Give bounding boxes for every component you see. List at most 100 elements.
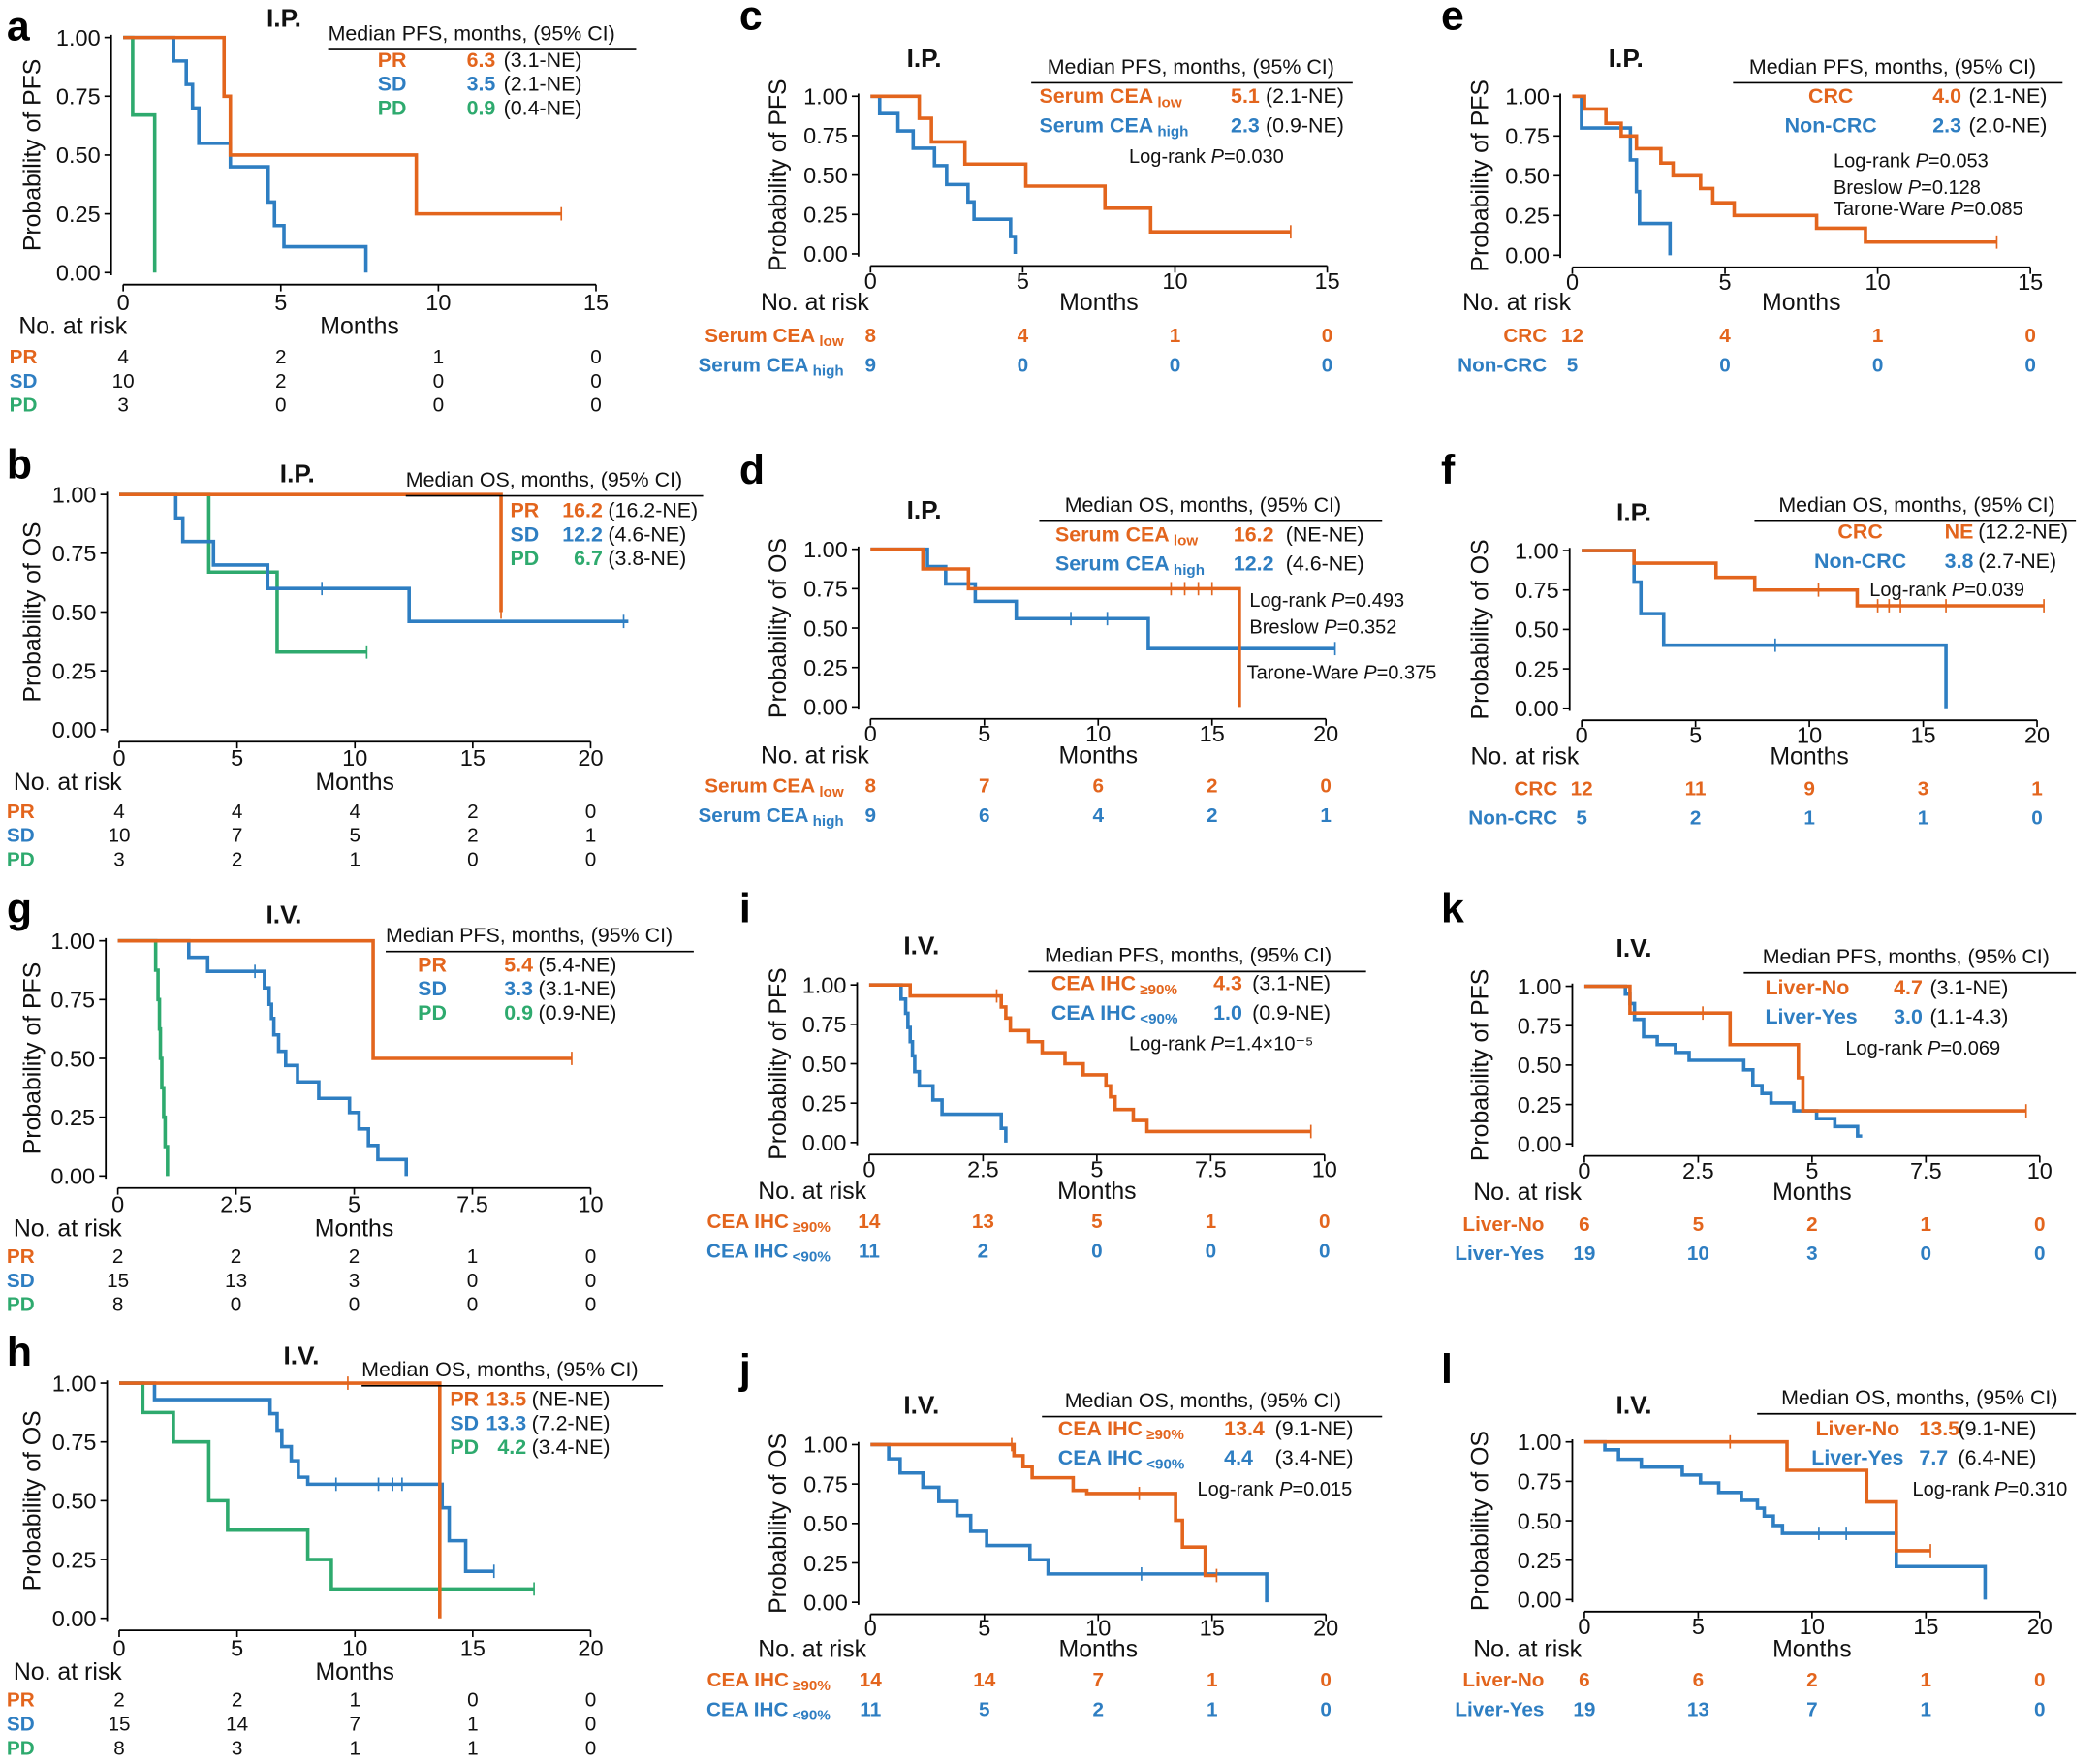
risk-count: 2 xyxy=(231,1245,242,1268)
risk-count: 0 xyxy=(585,1270,597,1292)
legend-median: 4.3 xyxy=(1213,972,1242,995)
legend-ci: (1.1-4.3) xyxy=(1929,1005,2008,1028)
p-value: Breslow P=0.128 xyxy=(1834,177,1981,199)
legend-median: 16.2 xyxy=(562,499,603,522)
legend-median: 4.2 xyxy=(497,1435,526,1459)
p-value: Log-rank P=1.4×10⁻⁵ xyxy=(1129,1034,1313,1055)
panel-title: I.V. xyxy=(1616,1391,1652,1420)
x-axis-label: Months xyxy=(315,1659,394,1685)
risk-group-label: Serum CEA low xyxy=(705,325,844,350)
y-tick-label: 1.00 xyxy=(50,929,95,954)
risk-count: 10 xyxy=(112,370,135,393)
legend-median: 13.4 xyxy=(1224,1417,1265,1440)
risk-group-label: SD xyxy=(7,1714,35,1736)
risk-count: 1 xyxy=(467,1737,479,1759)
risk-count: 0 xyxy=(1320,775,1332,798)
x-tick-label: 10 xyxy=(342,745,367,771)
risk-count: 0 xyxy=(590,346,602,368)
x-tick-label: 10 xyxy=(1312,1157,1337,1182)
x-tick-label: 5 xyxy=(231,745,243,771)
legend-ci: (9.1-NE) xyxy=(1275,1417,1354,1440)
legend-ci: (4.6-NE) xyxy=(608,522,686,546)
legend-ci: (6.4-NE) xyxy=(1959,1446,2037,1469)
legend-group-name: PD xyxy=(418,1001,447,1024)
y-tick-label: 0.25 xyxy=(1505,204,1550,229)
x-tick-label: 5 xyxy=(1692,1614,1705,1639)
risk-count: 2 xyxy=(1207,775,1218,798)
p-value: Log-rank P=0.039 xyxy=(1869,580,2024,601)
risk-count: 14 xyxy=(226,1714,248,1736)
y-tick-label: 0.25 xyxy=(802,1090,847,1116)
risk-table-title: No. at risk xyxy=(1473,1180,1582,1206)
risk-count: 12 xyxy=(1571,777,1593,800)
y-tick-label: 0.75 xyxy=(52,1430,97,1455)
y-tick-label: 0.25 xyxy=(56,202,101,227)
legend-group-name: Liver-No xyxy=(1765,976,1849,999)
panel-title: I.P. xyxy=(907,495,942,524)
km-curve-cea-ihc xyxy=(870,1442,1217,1578)
legend-median: 6.3 xyxy=(467,48,496,72)
risk-count: 6 xyxy=(979,804,990,827)
x-tick-label: 2.5 xyxy=(967,1157,999,1182)
y-tick-label: 0.00 xyxy=(56,261,101,286)
y-axis-label: Probability of OS xyxy=(766,1433,792,1614)
y-tick-label: 0.00 xyxy=(52,717,97,742)
km-curve-serum-cea xyxy=(870,94,1291,234)
risk-group-label: Serum CEA high xyxy=(699,354,844,379)
y-tick-label: 0.25 xyxy=(803,655,848,680)
legend-ci: (3.4-NE) xyxy=(1275,1446,1354,1469)
risk-count: 1 xyxy=(1921,1669,1932,1691)
panel-letter: f xyxy=(1441,447,1456,493)
legend-group-subscript: low xyxy=(1174,533,1199,550)
risk-count: 0 xyxy=(433,370,445,393)
risk-count: 2 xyxy=(275,370,287,393)
risk-count: 0 xyxy=(585,1737,597,1759)
panel-letter: l xyxy=(1441,1346,1453,1393)
risk-table-title: No. at risk xyxy=(1470,744,1579,771)
y-axis-label: Probability of PFS xyxy=(19,59,46,251)
risk-group-label: PD xyxy=(7,848,35,870)
risk-count: 15 xyxy=(107,1270,129,1292)
legend-group-name: Non-CRC xyxy=(1785,114,1877,138)
risk-count: 1 xyxy=(1206,1211,1217,1233)
legend-group-name: CEA IHC <90% xyxy=(1058,1446,1185,1472)
risk-count: 9 xyxy=(865,354,877,376)
x-tick-label: 20 xyxy=(1313,1616,1338,1641)
legend-median: NE xyxy=(1945,520,1974,544)
legend-median: 3.3 xyxy=(504,977,533,1000)
risk-count: 7 xyxy=(349,1714,360,1736)
legend-ci: (2.1-NE) xyxy=(1969,84,2048,108)
risk-table-title: No. at risk xyxy=(1462,290,1571,316)
x-axis-label: Months xyxy=(1057,1179,1137,1205)
y-tick-label: 0.75 xyxy=(803,1471,848,1496)
legend-header: Median OS, months, (95% CI) xyxy=(1065,1389,1341,1412)
x-tick-label: 15 xyxy=(1315,268,1340,294)
x-tick-label: 5 xyxy=(1017,268,1029,294)
risk-count: 2 xyxy=(1092,1698,1104,1720)
x-tick-label: 0 xyxy=(1578,1614,1590,1639)
x-tick-label: 10 xyxy=(425,290,451,315)
risk-count: 0 xyxy=(1170,354,1181,376)
y-tick-label: 0.75 xyxy=(1518,1014,1562,1039)
x-tick-label: 0 xyxy=(117,290,130,315)
risk-count: 0 xyxy=(1320,1698,1332,1720)
panel-title: I.V. xyxy=(266,900,301,929)
risk-count: 11 xyxy=(860,1698,881,1720)
x-tick-label: 2.5 xyxy=(220,1192,252,1217)
legend-group-name: CEA IHC ≥90% xyxy=(1051,972,1178,998)
p-value: Log-rank P=0.069 xyxy=(1845,1038,2000,1059)
risk-count: 0 xyxy=(1091,1240,1103,1262)
risk-count: 19 xyxy=(1573,1698,1595,1720)
legend-group-name: PD xyxy=(378,97,407,120)
legend-header: Median PFS, months, (95% CI) xyxy=(1763,945,2050,968)
y-tick-label: 0.25 xyxy=(803,203,848,228)
risk-count: 0 xyxy=(433,394,445,417)
x-tick-label: 20 xyxy=(578,1635,603,1660)
x-tick-label: 15 xyxy=(1911,723,1936,748)
x-tick-label: 20 xyxy=(578,745,603,771)
legend-median: 3.0 xyxy=(1894,1005,1923,1028)
x-axis-label: Months xyxy=(1772,1637,1852,1663)
risk-count: 0 xyxy=(585,1294,597,1316)
p-value: Tarone-Ware P=0.085 xyxy=(1834,199,2023,220)
risk-count: 4 xyxy=(117,346,129,368)
